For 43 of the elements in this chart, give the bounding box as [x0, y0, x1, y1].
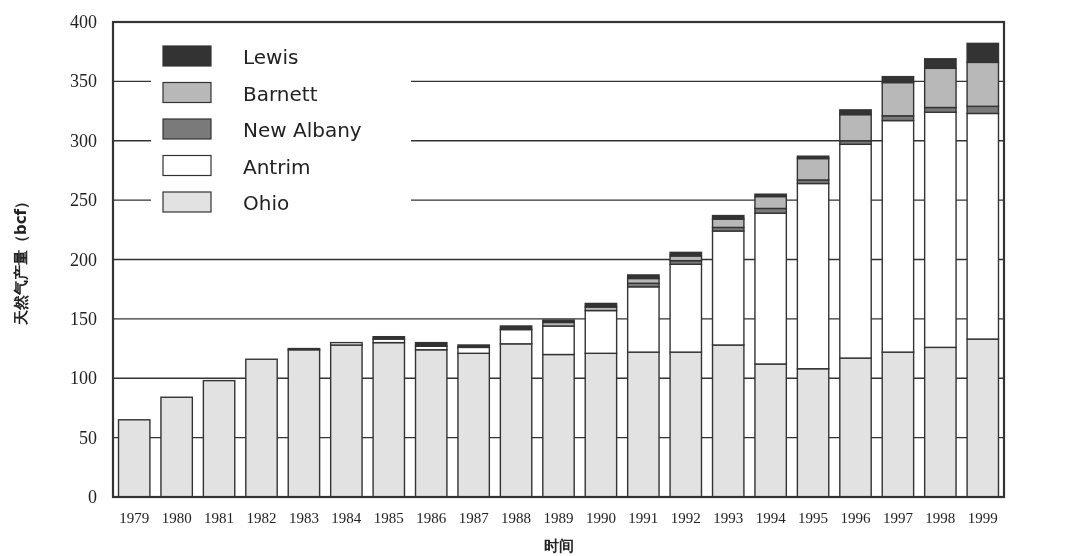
x-tick-label: 1979 [119, 510, 150, 526]
y-tick-label: 50 [79, 427, 97, 448]
y-tick-label: 0 [88, 487, 97, 507]
legend-label: Barnett [243, 81, 318, 106]
x-tick-label: 1999 [967, 510, 998, 526]
bar [626, 274, 660, 280]
y-tick-label: 350 [70, 71, 97, 92]
y-tick-label: 150 [70, 308, 97, 329]
x-tick-label: 1996 [840, 510, 871, 526]
legend-label: Lewis [243, 45, 299, 69]
bar [414, 341, 448, 347]
x-axis-title: 时间 [543, 537, 574, 555]
x-tick-label: 1988 [501, 510, 532, 526]
x-tick-label: 1983 [288, 510, 319, 526]
x-tick-label: 1995 [798, 510, 829, 526]
y-tick-label: 400 [70, 12, 97, 32]
x-tick-label: 1980 [161, 510, 192, 526]
y-tick-label: 200 [70, 249, 97, 270]
legend-label: Antrim [243, 154, 311, 179]
y-tick-label: 100 [70, 368, 97, 389]
bar [584, 302, 618, 308]
x-tick-label: 1992 [670, 510, 701, 526]
bar [669, 251, 703, 257]
x-tick-label: 1986 [416, 510, 447, 526]
x-tick-label: 1997 [882, 510, 914, 526]
legend-label: New Albany [243, 118, 362, 142]
legend-label: Ohio [243, 191, 290, 215]
y-tick-label: 250 [70, 190, 97, 211]
y-tick-label: 300 [70, 130, 97, 151]
x-tick-label: 1993 [713, 510, 744, 526]
x-tick-label: 1990 [585, 510, 616, 526]
x-tick-label: 1987 [458, 510, 490, 526]
bar [796, 157, 830, 181]
x-tick-label: 1989 [543, 510, 574, 526]
bar [372, 335, 406, 340]
x-tick-label: 1982 [246, 510, 277, 526]
x-tick-label: 1984 [331, 510, 362, 526]
x-tick-label: 1985 [373, 510, 404, 526]
x-tick-label: 1991 [628, 510, 659, 526]
x-tick-label: 1998 [925, 510, 956, 526]
y-axis-title: 天然气产量（bcf） [12, 193, 30, 327]
x-tick-label: 1994 [755, 510, 787, 526]
x-tick-label: 1981 [204, 510, 235, 526]
